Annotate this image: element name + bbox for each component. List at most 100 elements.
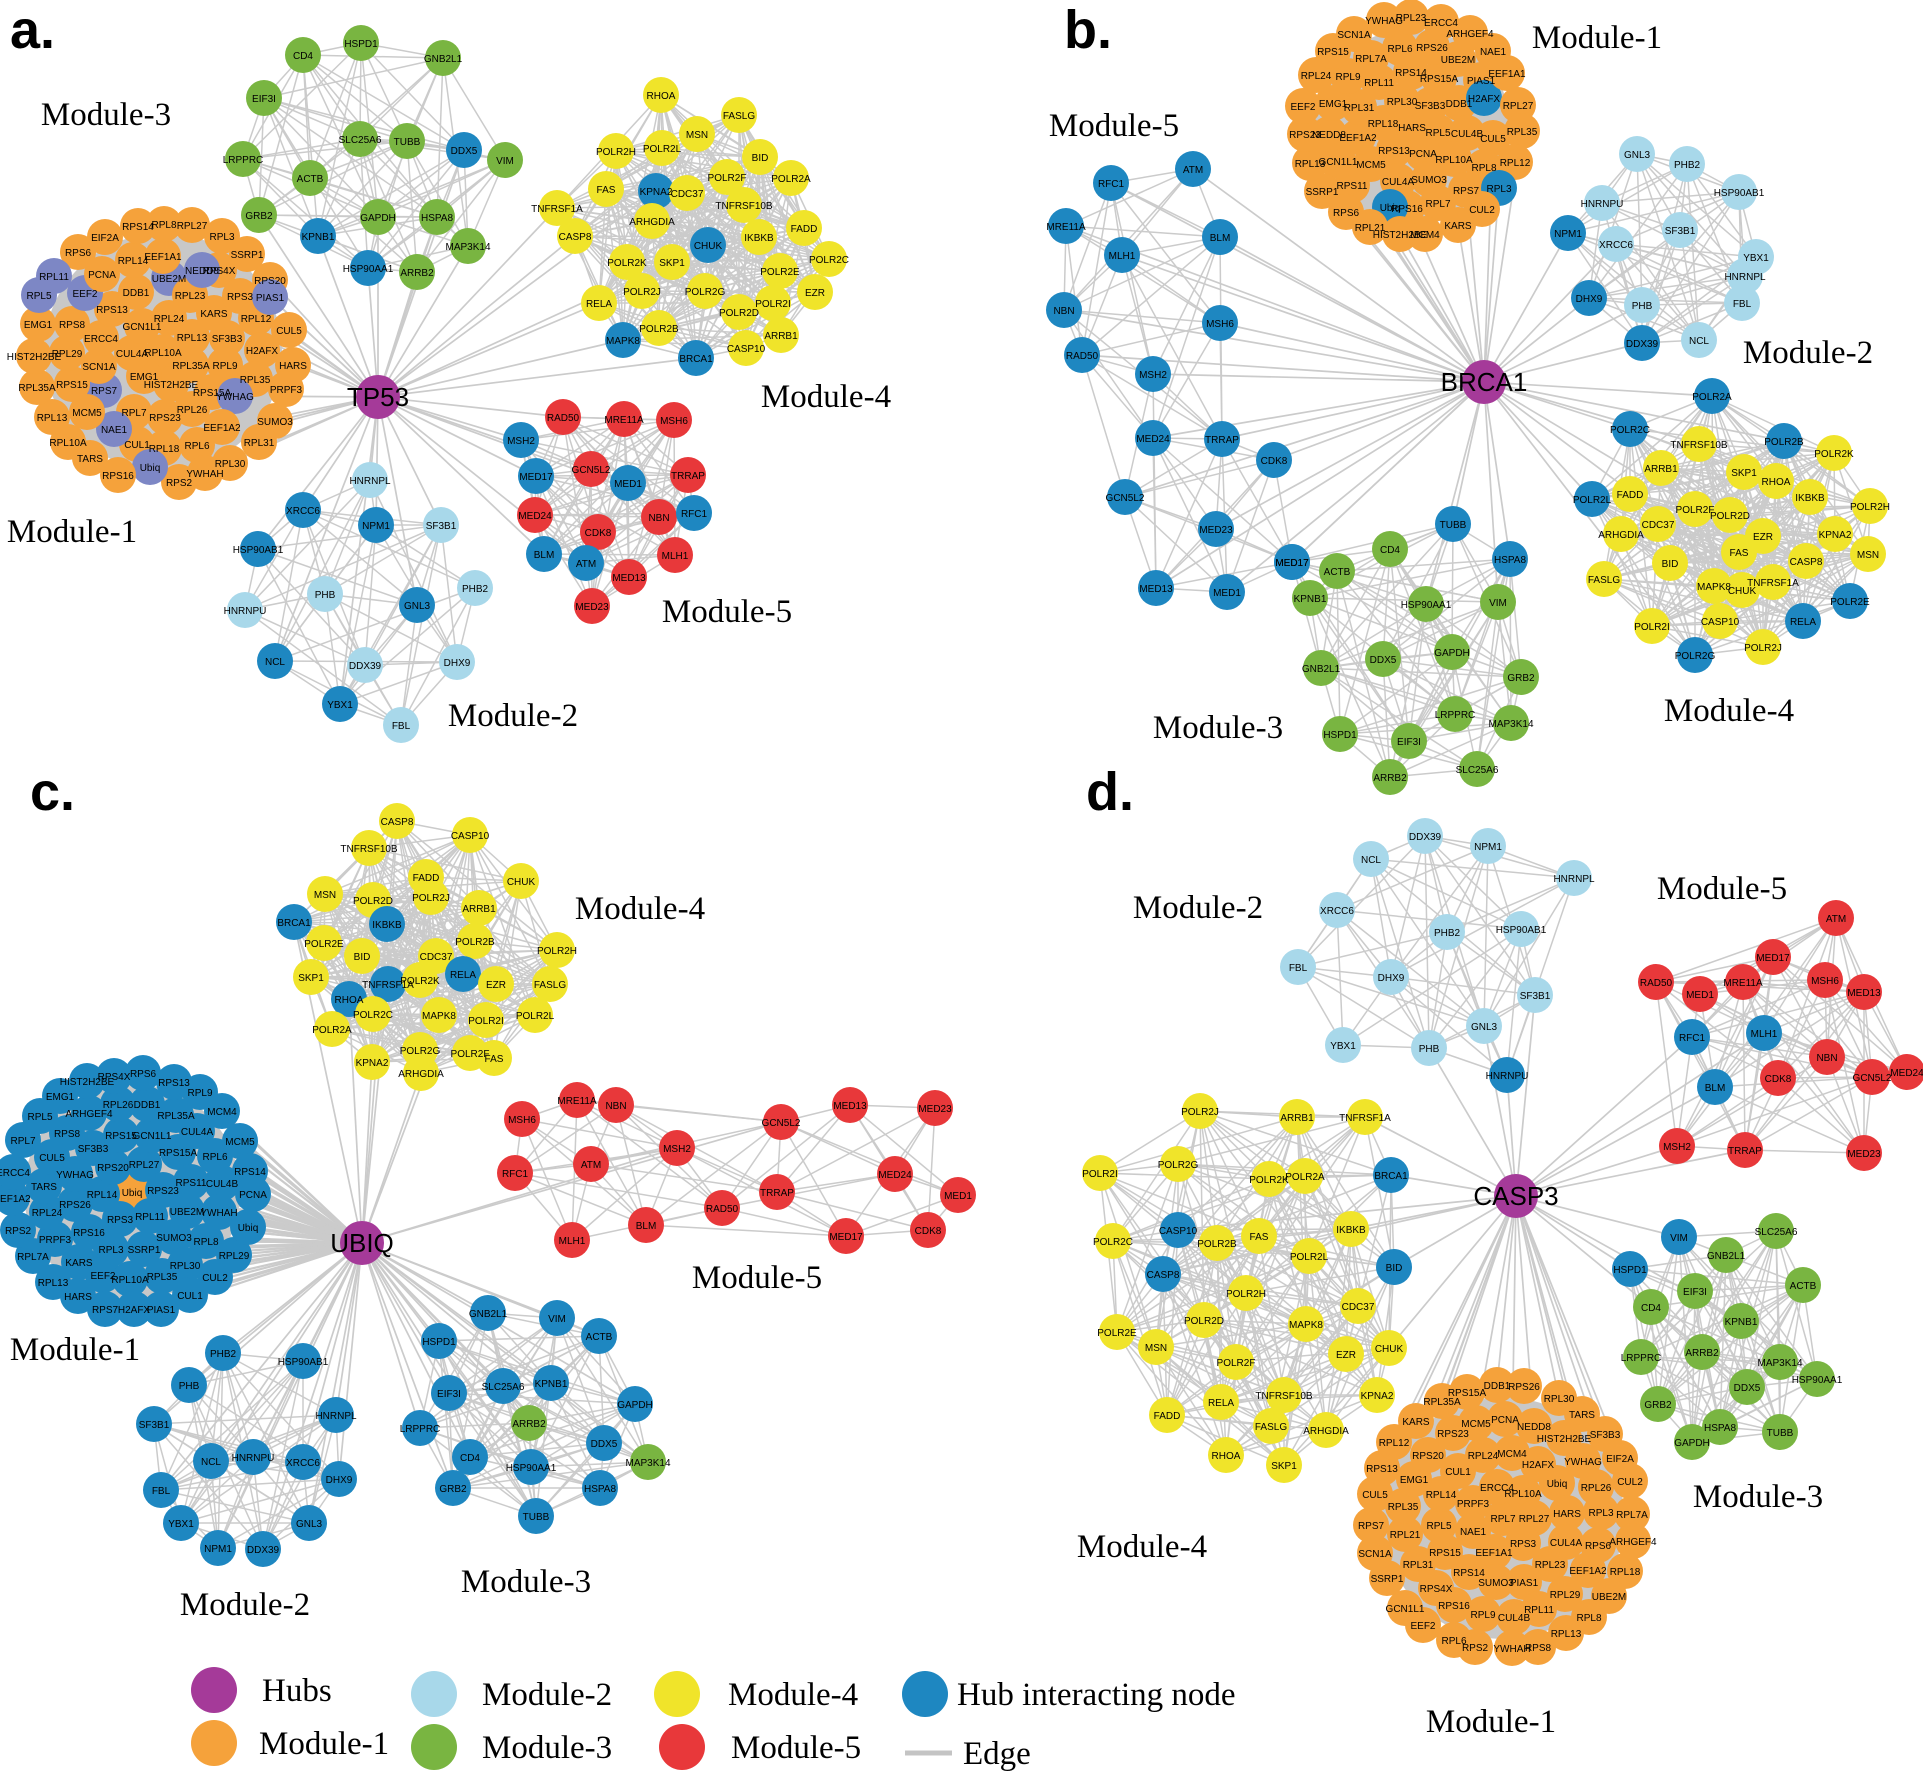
svg-text:RPS14: RPS14 [1453, 1568, 1485, 1579]
svg-text:RHOA: RHOA [335, 995, 364, 1006]
svg-text:RPL12: RPL12 [1500, 158, 1531, 169]
svg-text:GAPDH: GAPDH [1674, 1438, 1710, 1449]
svg-text:RPS20: RPS20 [1412, 1451, 1444, 1462]
svg-text:MCM5: MCM5 [72, 408, 102, 419]
svg-text:KPNA2: KPNA2 [1819, 530, 1852, 541]
svg-text:KPNB1: KPNB1 [1294, 594, 1327, 605]
svg-text:MLH1: MLH1 [1109, 251, 1136, 262]
svg-text:ARRB2: ARRB2 [400, 268, 434, 279]
svg-text:RPS13: RPS13 [1366, 1464, 1398, 1475]
svg-text:MSH2: MSH2 [1663, 1142, 1691, 1153]
svg-text:CUL4A: CUL4A [116, 349, 149, 360]
svg-text:RPS13: RPS13 [96, 305, 128, 316]
svg-text:HSP90AB1: HSP90AB1 [278, 1357, 329, 1368]
svg-text:RPS7: RPS7 [1453, 186, 1480, 197]
svg-text:RPS2: RPS2 [166, 478, 193, 489]
svg-text:ATM: ATM [1826, 914, 1846, 925]
svg-text:UBE2M: UBE2M [152, 274, 186, 285]
svg-text:EEF1A1: EEF1A1 [144, 252, 182, 263]
svg-text:Module-1: Module-1 [7, 514, 137, 550]
svg-text:HSP90AA1: HSP90AA1 [506, 1463, 557, 1474]
svg-text:RPS15: RPS15 [56, 380, 88, 391]
svg-text:BID: BID [752, 153, 769, 164]
svg-text:YWHAH: YWHAH [200, 1208, 237, 1219]
svg-text:LRPPRC: LRPPRC [1435, 710, 1476, 721]
svg-text:SSRP1: SSRP1 [1371, 1574, 1404, 1585]
svg-text:GNL3: GNL3 [296, 1519, 323, 1530]
svg-text:POLR2J: POLR2J [1744, 643, 1782, 654]
svg-text:ARRB1: ARRB1 [1644, 464, 1678, 475]
svg-text:Module-3: Module-3 [41, 97, 171, 133]
svg-text:SKP1: SKP1 [298, 973, 324, 984]
svg-text:RPL12: RPL12 [241, 314, 272, 325]
svg-text:PIAS1: PIAS1 [1510, 1578, 1539, 1589]
svg-text:EZR: EZR [1336, 1350, 1356, 1361]
svg-text:RPL35A: RPL35A [1423, 1397, 1461, 1408]
svg-text:POLR2G: POLR2G [1158, 1160, 1199, 1171]
svg-text:MED1: MED1 [944, 1191, 972, 1202]
svg-text:RFC1: RFC1 [1098, 179, 1125, 190]
svg-text:a.: a. [10, 0, 55, 60]
svg-text:MRE11A: MRE11A [1723, 978, 1763, 989]
svg-text:HNRNPU: HNRNPU [1581, 199, 1624, 210]
svg-text:TRRAP: TRRAP [1205, 435, 1239, 446]
svg-text:MED13: MED13 [1847, 988, 1881, 999]
svg-text:PIAS1: PIAS1 [1467, 76, 1496, 87]
svg-text:POLR2C: POLR2C [353, 1010, 393, 1021]
svg-text:POLR2K: POLR2K [607, 258, 647, 269]
svg-text:POLR2J: POLR2J [1181, 1107, 1219, 1118]
svg-text:POLR2F: POLR2F [451, 1049, 490, 1060]
svg-text:Ubiq: Ubiq [1547, 1479, 1568, 1490]
svg-text:SSRP1: SSRP1 [231, 250, 264, 261]
svg-text:EEF2: EEF2 [90, 1271, 115, 1282]
svg-text:RPL3: RPL3 [1588, 1508, 1613, 1519]
svg-text:Module-4: Module-4 [761, 379, 891, 415]
svg-text:FASLG: FASLG [1255, 1422, 1287, 1433]
svg-text:POLR2I: POLR2I [755, 299, 791, 310]
svg-text:RPS11: RPS11 [1337, 181, 1368, 192]
svg-text:CUL5: CUL5 [1362, 1490, 1388, 1501]
svg-text:SUMO3: SUMO3 [156, 1233, 192, 1244]
svg-text:CD4: CD4 [293, 51, 313, 62]
svg-text:POLR2L: POLR2L [643, 144, 682, 155]
svg-text:IKBKB: IKBKB [1336, 1225, 1366, 1236]
svg-text:RPS26: RPS26 [1416, 43, 1448, 54]
svg-text:HSP90AB1: HSP90AB1 [233, 545, 284, 556]
svg-text:NBN: NBN [605, 1101, 626, 1112]
svg-text:RPS13: RPS13 [1378, 146, 1410, 157]
svg-text:KPNA2: KPNA2 [1361, 1391, 1394, 1402]
svg-text:HIST2H2BE: HIST2H2BE [1537, 1434, 1592, 1445]
svg-text:Ubiq: Ubiq [140, 463, 161, 474]
svg-text:HSPA8: HSPA8 [1494, 555, 1526, 566]
svg-text:GRB2: GRB2 [245, 211, 273, 222]
svg-text:ARRB1: ARRB1 [462, 904, 496, 915]
svg-text:RPL13: RPL13 [177, 333, 208, 344]
svg-text:ERCC4: ERCC4 [0, 1168, 30, 1179]
svg-text:RPL30: RPL30 [1544, 1394, 1575, 1405]
svg-text:HIST2H2BE: HIST2H2BE [144, 380, 199, 391]
svg-text:NBN: NBN [1816, 1053, 1837, 1064]
svg-text:RPS7: RPS7 [91, 386, 118, 397]
svg-text:TNFRSF1A: TNFRSF1A [362, 980, 414, 991]
svg-text:CASP8: CASP8 [381, 817, 414, 828]
svg-text:RPL8: RPL8 [151, 220, 176, 231]
svg-text:RPS15A: RPS15A [193, 388, 232, 399]
svg-text:FASLG: FASLG [1588, 575, 1620, 586]
svg-text:RPS6: RPS6 [65, 248, 92, 259]
svg-text:RPS4X: RPS4X [1420, 1584, 1453, 1595]
svg-text:PHB2: PHB2 [210, 1349, 237, 1360]
svg-text:Module-5: Module-5 [1657, 871, 1787, 907]
svg-text:CUL5: CUL5 [276, 326, 302, 337]
svg-text:POLR2F: POLR2F [708, 173, 747, 184]
svg-text:CDK8: CDK8 [1261, 456, 1288, 467]
svg-text:RPL35: RPL35 [1388, 1502, 1419, 1513]
svg-text:HSP90AA1: HSP90AA1 [343, 264, 394, 275]
svg-text:MSH6: MSH6 [660, 416, 688, 427]
svg-text:EIF2A: EIF2A [1606, 1454, 1634, 1465]
svg-text:CDC37: CDC37 [420, 952, 453, 963]
svg-text:RPS23: RPS23 [1437, 1429, 1469, 1440]
svg-text:EMG1: EMG1 [46, 1092, 75, 1103]
svg-text:SCN1A: SCN1A [1337, 30, 1371, 41]
svg-text:GRB2: GRB2 [1644, 1400, 1672, 1411]
svg-text:POLR2A: POLR2A [1285, 1172, 1325, 1183]
